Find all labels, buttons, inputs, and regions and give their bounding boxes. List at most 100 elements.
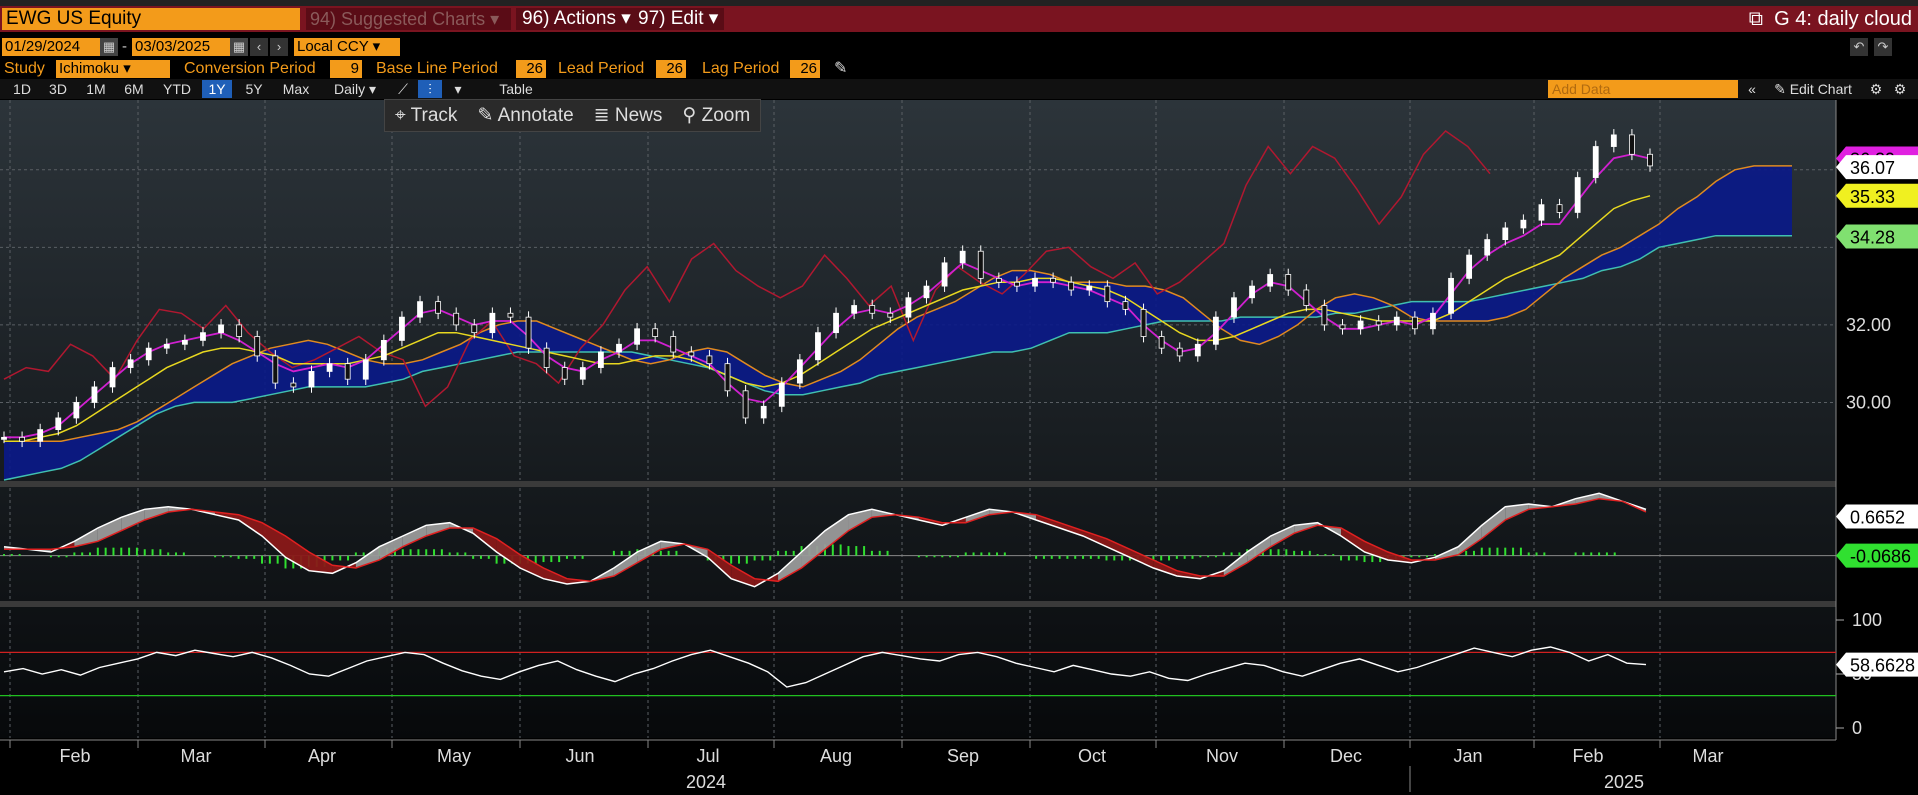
year-label: 2024 (686, 772, 726, 792)
candle-body (254, 336, 261, 357)
candle-body (561, 367, 568, 380)
candle-body (326, 363, 333, 372)
month-tick-label: Nov (1206, 746, 1238, 766)
base-line (4, 195, 1651, 442)
end-date-field[interactable]: 03/03/2025 (132, 38, 230, 56)
candle-body (579, 367, 586, 380)
signal-line (4, 497, 1647, 583)
macd-fill (1294, 522, 1318, 534)
month-tick-label: Jun (565, 746, 594, 766)
news-button[interactable]: ≣ News (584, 100, 673, 131)
candle-body (380, 340, 387, 361)
candle-body (218, 324, 224, 334)
collapse-icon[interactable]: « (1748, 81, 1756, 97)
price-value-label: 34.28 (1850, 227, 1895, 247)
period-5y[interactable]: 5Y (245, 81, 263, 97)
zoom-button[interactable]: ⚲ Zoom (672, 100, 760, 131)
span-b-line (3, 234, 1792, 481)
period-1d[interactable]: 1D (13, 81, 31, 97)
line-chart-icon[interactable]: ⟋ (398, 81, 408, 97)
rsi-tick-label: 0 (1852, 718, 1862, 738)
calendar-icon[interactable]: ▦ (100, 38, 118, 56)
period-ytd[interactable]: YTD (163, 81, 191, 97)
candle-body (1411, 316, 1418, 330)
candle-body (815, 332, 821, 361)
period-3d[interactable]: 3D (49, 81, 67, 97)
macd-fill (1364, 541, 1388, 560)
candle-body (1, 436, 7, 440)
suggested-charts-menu[interactable]: 94) Suggested Charts ▾ (306, 8, 511, 30)
candle-body (1285, 274, 1292, 291)
conversion-field[interactable]: 9 (330, 60, 362, 78)
chart-title[interactable]: ⧉ G 4: daily cloud (1749, 7, 1912, 31)
actions-menu[interactable]: 96) Actions ▾ (516, 8, 637, 30)
month-tick-label: Sep (947, 746, 979, 766)
undo-icon[interactable]: ↶ (1850, 38, 1868, 56)
period-max[interactable]: Max (282, 81, 310, 97)
period-1y[interactable]: 1Y (202, 80, 232, 98)
annotate-button[interactable]: ✎ Annotate (467, 100, 583, 131)
macd-fill (1036, 514, 1060, 528)
chevron-down-icon[interactable]: ▾ (454, 81, 462, 97)
macd-line (3, 492, 1647, 588)
macd-fill (332, 562, 356, 574)
add-data-input[interactable]: Add Data (1548, 80, 1738, 98)
prev-icon[interactable]: ‹ (250, 38, 268, 56)
study-select[interactable]: Ichimoku ▾ (56, 60, 170, 78)
macd-fill (379, 536, 403, 560)
table-button[interactable]: Table (499, 81, 533, 97)
candle-body (1393, 316, 1400, 326)
period-1m[interactable]: 1M (86, 81, 106, 97)
candle-body (634, 328, 640, 345)
macd-fill (965, 509, 990, 523)
chevron-down-icon: ▾ (708, 8, 719, 29)
pencil-icon[interactable]: ✎ (834, 60, 848, 77)
macd-fill (144, 506, 169, 520)
redo-icon[interactable]: ↷ (1874, 38, 1892, 56)
candle-body (181, 340, 188, 345)
candle-body (489, 312, 496, 334)
candle-body (1249, 285, 1255, 299)
edit-menu[interactable]: 97) Edit ▾ (632, 8, 725, 30)
candle-body (869, 305, 876, 314)
lag-field[interactable]: 26 (790, 60, 820, 78)
gear-icon[interactable]: ⚙ (1893, 81, 1907, 97)
frequency-select[interactable]: Daily ▾ (333, 81, 377, 97)
candle-body (724, 363, 731, 392)
start-date-field[interactable]: 01/29/2024 (2, 38, 100, 56)
security-input[interactable]: EWG US Equity (2, 8, 300, 30)
candle-body (688, 351, 695, 357)
lag-label: Lag Period (702, 60, 780, 77)
candle-body (652, 328, 659, 337)
candle-body (959, 250, 966, 264)
month-tick-label: Feb (1572, 746, 1603, 766)
price-value-label-bg (1836, 146, 1918, 171)
currency-select[interactable]: Local CCY ▾ (294, 38, 400, 56)
macd-fill (871, 509, 896, 518)
actions-label: 96) Actions (522, 8, 616, 29)
macd-fill (168, 506, 192, 512)
x-axis-background (0, 740, 1918, 795)
period-6m[interactable]: 6M (124, 81, 144, 97)
edit-chart-button[interactable]: ✎ Edit Chart (1766, 80, 1860, 98)
next-icon[interactable]: › (270, 38, 288, 56)
settings-toggle-icon[interactable]: ⚙ (1869, 81, 1883, 97)
candle-body (977, 250, 984, 279)
candle-body (127, 359, 134, 368)
track-button[interactable]: ⌖ Track (385, 100, 467, 131)
popout-icon[interactable]: ⧉ (1748, 8, 1764, 30)
base-field[interactable]: 26 (516, 60, 546, 78)
lead-field[interactable]: 26 (656, 60, 686, 78)
candle-chart-icon[interactable]: ⫶ (418, 80, 442, 98)
calendar-icon[interactable]: ▦ (230, 38, 248, 56)
pen-icon: ✎ (477, 105, 494, 126)
crosshair-icon: ⌖ (395, 105, 406, 126)
candle-body (1466, 254, 1473, 279)
macd-fill (121, 509, 145, 531)
candle-body (1140, 308, 1147, 337)
macd-fill (262, 522, 286, 558)
candle-body (941, 262, 948, 287)
macd-fill (1458, 525, 1482, 555)
macd-fill (1106, 538, 1130, 558)
